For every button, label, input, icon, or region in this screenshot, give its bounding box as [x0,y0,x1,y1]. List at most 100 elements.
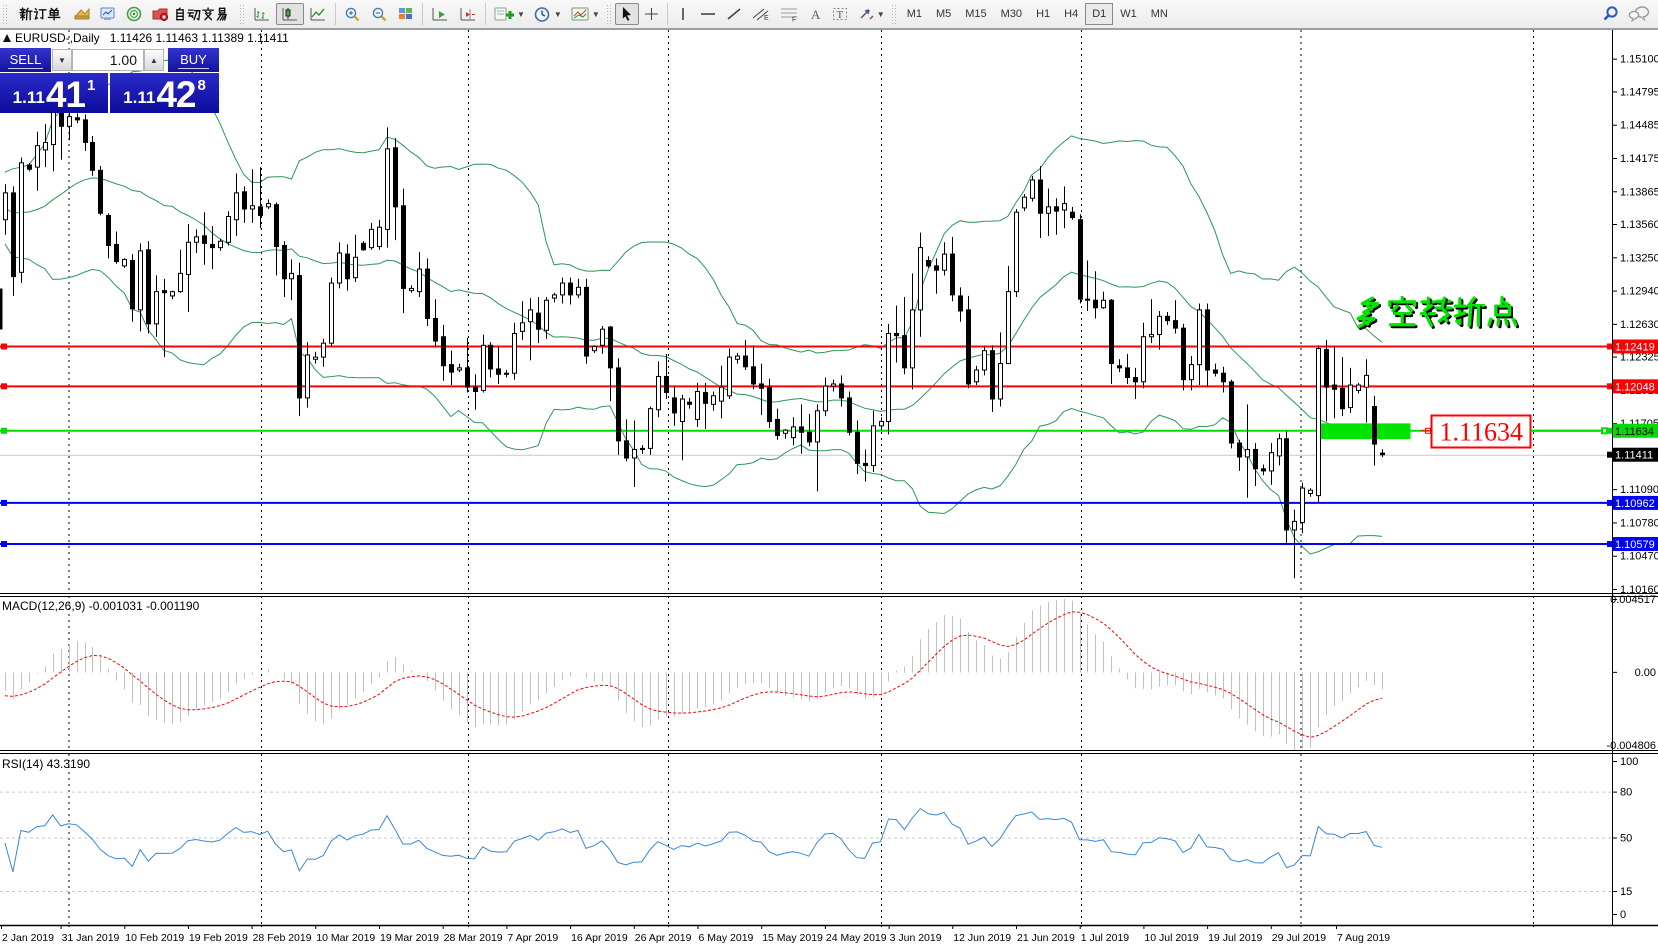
timeframe-D1[interactable]: D1 [1085,3,1114,25]
auto-scroll-icon[interactable] [426,3,454,25]
templates-icon[interactable]: ▼ [566,3,604,25]
candle [990,345,995,412]
candle [1125,353,1130,384]
volume-decrease-button[interactable]: ▼ [52,49,72,71]
candle [274,202,279,276]
time-tick-label: 2 Jan 2019 [2,932,54,944]
volume-increase-button[interactable]: ▲ [144,49,164,71]
buy-price-display[interactable]: 1.11 42 8 [110,73,219,113]
candlestick-icon[interactable] [276,3,304,25]
candle [672,386,677,426]
candle [504,370,509,378]
chart-shift-icon[interactable] [454,3,482,25]
candle [1205,303,1210,388]
candle [329,277,334,347]
candle [799,404,804,454]
text-icon[interactable]: A [803,3,827,25]
crosshair-icon[interactable] [639,3,664,25]
timeframe-MN[interactable]: MN [1150,8,1168,20]
search-icon[interactable] [1597,3,1624,25]
line-chart-icon[interactable] [304,3,332,25]
sell-price-display[interactable]: 1.11 41 1 [0,73,108,113]
candle [902,297,907,375]
rsi-tick-label: 50 [1620,833,1632,845]
price-tick-label: 1.12940 [1620,286,1658,298]
bollinger-middle-band [4,177,1383,440]
macd-tick-label: 0.00 [1635,667,1656,679]
candle [680,394,685,461]
timeframe-H4[interactable]: H4 [1064,8,1079,20]
timeframe-W1[interactable]: W1 [1120,8,1137,20]
bar-chart-icon[interactable] [248,3,276,25]
arrows-icon[interactable]: ▼ [853,3,889,25]
zoom-in-icon[interactable] [339,3,366,25]
zoom-out-icon[interactable] [366,3,393,25]
candle [871,410,876,472]
vertical-line-icon[interactable] [671,3,695,25]
autotrading-button[interactable] [147,3,237,25]
line-handle[interactable] [1,541,7,548]
navigator-icon[interactable] [121,3,147,25]
candle [1030,175,1035,202]
cursor-icon[interactable] [614,3,639,25]
trendline-icon[interactable] [721,3,747,25]
candle [218,239,223,251]
timeframe-M15[interactable]: M15 [965,8,987,20]
timeframe-M1[interactable]: M1 [906,8,922,20]
candle [759,363,764,416]
price-tick-label: 1.10470 [1620,551,1658,563]
candle [496,346,501,384]
fibonacci-icon[interactable]: F [775,3,803,25]
time-tick-label: 26 Apr 2019 [635,932,692,944]
time-tick-label: 15 May 2019 [762,932,823,944]
rsi-tick-label: 80 [1620,787,1632,799]
svg-text:T: T [836,9,843,21]
candle [1300,482,1305,534]
svg-text:1.12048: 1.12048 [1615,381,1655,393]
line-handle[interactable] [1,427,7,434]
candle [337,242,342,289]
buy-button[interactable]: BUY [168,48,219,72]
chat-icon[interactable] [1624,3,1654,25]
deposit-icon[interactable] [69,3,95,25]
price-tick-label: 1.10780 [1620,517,1658,529]
line-handle[interactable] [1,383,7,390]
candle [1149,299,1154,344]
horizontal-line-icon[interactable] [695,3,721,25]
timeframe-H1[interactable]: H1 [1036,8,1051,20]
svg-text:1.10579: 1.10579 [1615,539,1655,551]
time-tick-label: 28 Feb 2019 [253,932,312,944]
candle [1006,265,1011,365]
svg-text:F: F [792,17,796,23]
periods-icon[interactable]: ▼ [529,3,566,25]
sell-button[interactable]: SELL [0,48,51,72]
candle [106,213,111,259]
macd-label: MACD(12,26,9) -0.001031 -0.001190 [2,599,200,613]
candle [1364,359,1369,423]
candle [966,295,971,389]
tile-windows-icon[interactable] [393,3,419,25]
line-handle[interactable] [1,343,7,350]
candle [847,391,852,436]
timeframe-M30[interactable]: M30 [1000,8,1023,20]
candle [385,127,390,248]
timeframe-M5[interactable]: M5 [935,8,952,20]
indicators-icon[interactable]: ▼ [489,3,529,25]
candle [250,169,255,223]
candle [886,323,891,435]
candle [3,184,8,235]
candle [210,226,215,270]
candle [1101,291,1106,309]
candle [855,420,860,475]
candle [616,358,621,455]
channel-icon[interactable]: E [747,3,775,25]
candle [974,365,979,386]
volume-input[interactable]: 1.00 [72,49,144,71]
highlight-rectangle[interactable] [1319,423,1411,440]
label-icon[interactable]: T [827,3,853,25]
candle [751,345,756,390]
line-handle[interactable] [1,499,7,506]
market-watch-icon[interactable] [95,3,121,25]
new-order-button[interactable] [11,3,69,25]
